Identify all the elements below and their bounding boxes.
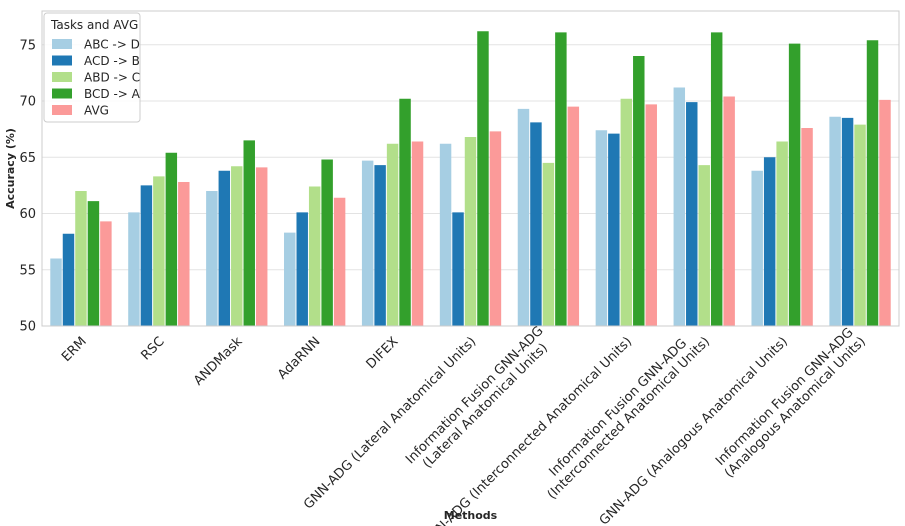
legend-item-label: ABC -> D xyxy=(84,38,140,52)
bar xyxy=(698,165,710,326)
bar xyxy=(165,152,178,326)
y-tick-label: 60 xyxy=(19,207,36,222)
bar xyxy=(489,131,502,326)
bar xyxy=(555,32,567,326)
bar xyxy=(50,258,62,326)
bar xyxy=(866,40,879,326)
bar xyxy=(361,160,374,326)
bar xyxy=(776,141,788,326)
bar xyxy=(62,233,75,326)
bar xyxy=(87,201,100,326)
bar xyxy=(645,104,657,326)
bar xyxy=(620,98,633,326)
legend-swatch xyxy=(52,72,72,82)
bar xyxy=(100,221,112,326)
plot-frame xyxy=(41,10,900,327)
bar xyxy=(801,128,813,326)
y-tick-label: 70 xyxy=(19,95,36,110)
bar xyxy=(673,87,686,326)
bar xyxy=(308,186,321,326)
x-tick-label: Information Fusion GNN-ADG(Analogous Ana… xyxy=(711,324,868,481)
bar xyxy=(75,191,87,326)
bar xyxy=(542,162,555,326)
bar xyxy=(439,143,452,326)
legend-swatch xyxy=(52,88,72,99)
bar xyxy=(218,170,231,326)
bar xyxy=(411,141,424,326)
bar xyxy=(751,170,763,326)
bar xyxy=(243,140,255,326)
bar xyxy=(386,143,399,326)
y-tick-labels: 50 55 60 65 70 75 xyxy=(19,38,36,334)
bar xyxy=(374,165,386,326)
bar xyxy=(399,98,411,326)
bar xyxy=(128,212,140,326)
y-tick-label: 65 xyxy=(19,151,36,166)
bar xyxy=(788,43,801,326)
x-tick-label: DIFEX xyxy=(364,334,402,372)
legend-swatch xyxy=(52,105,72,115)
legend-item-label: BCD -> A xyxy=(84,87,141,101)
bar xyxy=(464,137,477,326)
bar xyxy=(231,166,243,326)
bar xyxy=(879,99,891,326)
bar xyxy=(841,117,854,326)
bar xyxy=(567,106,580,326)
legend-title: Tasks and AVG xyxy=(50,18,138,32)
y-axis-label: Accuracy (%) xyxy=(4,128,17,209)
y-tick-label: 55 xyxy=(19,263,36,278)
bars xyxy=(50,31,891,326)
x-axis-label: Methods xyxy=(444,509,498,522)
bar xyxy=(153,176,165,326)
bar xyxy=(206,191,218,326)
bar xyxy=(284,232,296,326)
x-tick-label: AdaRNN xyxy=(275,334,323,382)
bar xyxy=(296,212,308,326)
legend-swatch xyxy=(52,55,72,66)
x-tick-label: Information Fusion GNN-ADG(Lateral Anato… xyxy=(403,324,557,478)
x-tick-label: ERM xyxy=(59,334,90,365)
legend: Tasks and AVG ABC -> D ACD -> B ABD -> C BC… xyxy=(43,12,141,123)
bar xyxy=(608,133,620,326)
legend-item-label: AVG xyxy=(84,104,109,118)
bar xyxy=(854,124,866,326)
bar xyxy=(255,167,268,326)
bar xyxy=(686,102,698,326)
bar xyxy=(763,157,776,326)
bar xyxy=(723,96,735,326)
bar xyxy=(178,182,190,326)
x-tick-label: ANDMask xyxy=(191,334,246,389)
legend-swatch xyxy=(52,39,72,49)
bar xyxy=(530,122,542,326)
bar xyxy=(633,56,645,326)
bar xyxy=(333,197,346,326)
bar xyxy=(140,185,153,326)
bar xyxy=(829,116,841,326)
x-tick-label: RSC xyxy=(138,334,167,363)
bar xyxy=(710,32,723,326)
bar xyxy=(595,130,608,326)
legend-item-label: ACD -> B xyxy=(84,54,140,68)
y-tick-label: 50 xyxy=(19,320,36,335)
bar xyxy=(452,212,464,326)
legend-item-label: ABD -> C xyxy=(84,71,140,85)
bar xyxy=(321,159,333,326)
y-tick-label: 75 xyxy=(19,38,36,53)
bar xyxy=(477,31,489,326)
bar xyxy=(517,108,530,326)
